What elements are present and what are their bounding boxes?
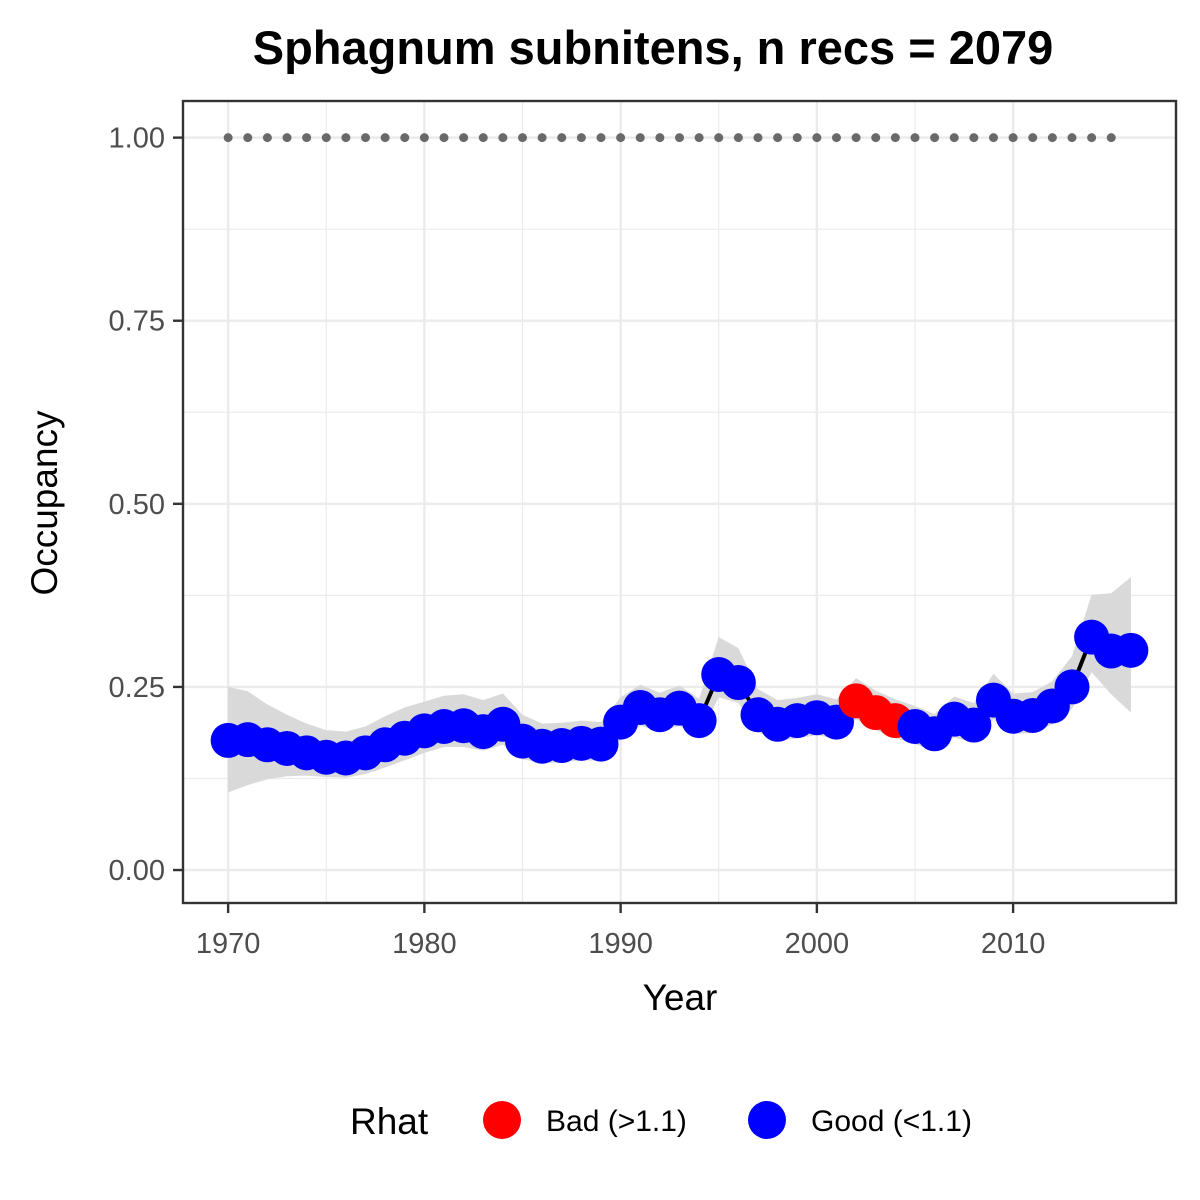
reference-point xyxy=(1008,133,1018,143)
reference-point xyxy=(459,133,469,143)
reference-point xyxy=(400,133,410,143)
reference-point xyxy=(694,133,704,143)
grid-lines xyxy=(183,101,1176,903)
reference-point xyxy=(380,133,390,143)
x-tick-label: 1990 xyxy=(588,928,653,960)
legend-label-good: Good (<1.1) xyxy=(811,1105,972,1138)
reference-point xyxy=(616,133,626,143)
reference-point xyxy=(910,133,920,143)
reference-point xyxy=(1028,133,1038,143)
reference-point xyxy=(655,133,665,143)
reference-point xyxy=(302,133,312,143)
y-axis-title: Occupancy xyxy=(24,410,65,596)
panel-border xyxy=(181,99,1178,905)
reference-point xyxy=(478,133,488,143)
reference-point xyxy=(949,133,959,143)
data-point xyxy=(720,665,756,701)
x-axis: 1970 1980 1990 2000 2010 xyxy=(196,903,1045,960)
reference-point xyxy=(635,133,645,143)
y-tick-label: 1.00 xyxy=(109,123,165,155)
reference-point xyxy=(557,133,567,143)
x-tick-label: 1970 xyxy=(196,928,261,960)
x-axis-title: Year xyxy=(643,977,718,1018)
reference-point xyxy=(537,133,547,143)
reference-point xyxy=(1067,133,1077,143)
legend-title: Rhat xyxy=(350,1101,429,1142)
y-tick-label: 0.25 xyxy=(109,672,165,704)
data-point xyxy=(681,703,717,739)
reference-point xyxy=(890,133,900,143)
reference-point xyxy=(243,133,253,143)
reference-point xyxy=(753,133,763,143)
x-tick-label: 2000 xyxy=(785,928,850,960)
chart-title: Sphagnum subnitens, n recs = 2079 xyxy=(253,21,1054,74)
legend: Rhat Bad (>1.1) Good (<1.1) xyxy=(350,1101,972,1142)
reference-points xyxy=(223,133,1116,143)
reference-point xyxy=(988,133,998,143)
reference-point xyxy=(341,133,351,143)
x-tick-label: 1980 xyxy=(392,928,457,960)
reference-point xyxy=(419,133,429,143)
reference-point xyxy=(596,133,606,143)
reference-point xyxy=(930,133,940,143)
reference-point xyxy=(282,133,292,143)
legend-label-bad: Bad (>1.1) xyxy=(546,1105,687,1138)
reference-point xyxy=(773,133,783,143)
reference-point xyxy=(792,133,802,143)
legend-swatch-bad xyxy=(483,1101,521,1139)
reference-point xyxy=(321,133,331,143)
reference-point xyxy=(733,133,743,143)
legend-swatch-good xyxy=(748,1101,786,1139)
reference-point xyxy=(1047,133,1057,143)
y-axis: 0.00 0.25 0.50 0.75 1.00 xyxy=(109,123,183,887)
y-tick-label: 0.50 xyxy=(109,489,165,521)
reference-point xyxy=(262,133,272,143)
plot-panel xyxy=(181,99,1178,905)
data-points xyxy=(210,619,1149,776)
reference-point xyxy=(439,133,449,143)
reference-point xyxy=(831,133,841,143)
reference-point xyxy=(498,133,508,143)
reference-point xyxy=(223,133,233,143)
reference-point xyxy=(714,133,724,143)
data-point xyxy=(956,707,992,743)
reference-point xyxy=(576,133,586,143)
reference-point xyxy=(812,133,822,143)
reference-point xyxy=(969,133,979,143)
data-point xyxy=(1113,632,1149,668)
data-point xyxy=(1054,669,1090,705)
reference-point xyxy=(871,133,881,143)
y-tick-label: 0.00 xyxy=(109,855,165,887)
reference-point xyxy=(1106,133,1116,143)
x-tick-label: 2010 xyxy=(981,928,1046,960)
reference-point xyxy=(851,133,861,143)
reference-point xyxy=(675,133,684,143)
y-tick-label: 0.75 xyxy=(109,306,165,338)
reference-point xyxy=(518,133,528,143)
reference-point xyxy=(361,133,371,143)
reference-point xyxy=(1087,133,1097,143)
